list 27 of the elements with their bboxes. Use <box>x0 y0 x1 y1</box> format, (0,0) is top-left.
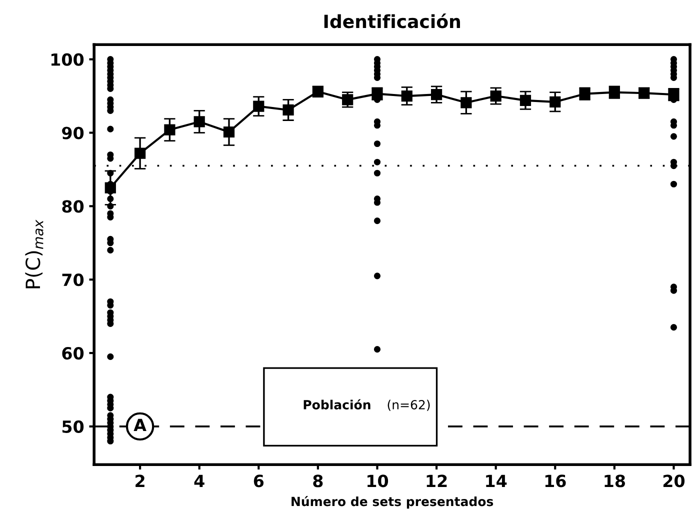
point <box>342 94 354 106</box>
x-tick-label: 2 <box>136 474 144 488</box>
chart-title: Identificación <box>324 14 460 28</box>
y-axis-title: P(C)$_{max}$ <box>25 220 44 288</box>
y-tick-label: 90 <box>62 126 84 140</box>
x-axis-title: Número de sets presentados <box>292 496 494 509</box>
y-tick-label: 70 <box>62 274 84 286</box>
x-tick-label: 16 <box>545 474 566 488</box>
x-tick-label: 4 <box>194 474 204 488</box>
y-tick-label: 100 <box>51 53 84 66</box>
x-tick-label: 14 <box>486 474 507 488</box>
point <box>164 124 176 136</box>
annotation: A <box>134 418 146 432</box>
annotation: (n=62) <box>388 400 430 411</box>
x-tick-label: 18 <box>604 474 625 488</box>
x-tick-label: 12 <box>426 474 447 488</box>
y-tick-label: 60 <box>62 346 84 360</box>
point <box>282 104 294 116</box>
point <box>194 116 205 128</box>
x-tick-label: 6 <box>254 474 264 488</box>
x-tick-label: 20 <box>663 474 685 488</box>
x-tick-label: 10 <box>368 474 388 488</box>
y-tick-label: 80 <box>62 200 84 213</box>
x-tick-label: 8 <box>313 474 323 488</box>
point <box>253 100 264 112</box>
annotation: Población <box>304 399 370 410</box>
y-tick-label: 50 <box>62 420 84 434</box>
